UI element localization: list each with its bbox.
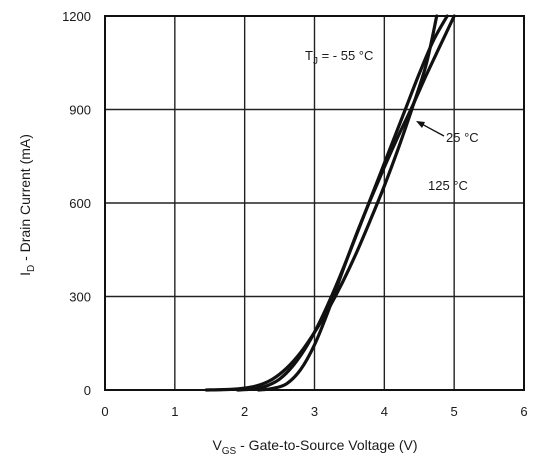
y-axis-label: ID - Drain Current (mA) <box>17 134 37 276</box>
x-axis-label: VGS - Gate-to-Source Voltage (V) <box>212 437 417 457</box>
series-layer <box>204 14 456 392</box>
y-tick-label: 1200 <box>62 9 91 24</box>
x-tick-label: 1 <box>171 404 178 419</box>
y-tick-label: 900 <box>69 103 91 118</box>
annotation-25c-arrowhead <box>416 121 425 128</box>
x-tick-label: 0 <box>101 404 108 419</box>
annotation-25c: 25 °C <box>446 130 479 145</box>
plot-frame <box>104 15 525 391</box>
y-tick-label: 600 <box>69 196 91 211</box>
x-tick-label: 5 <box>451 404 458 419</box>
x-tick-label: 3 <box>311 404 318 419</box>
series-line-125c <box>257 14 456 392</box>
annotation-tj-55: TJ = - 55 °C <box>305 48 373 67</box>
tick-labels: 0 1 2 3 4 5 6 0 300 600 900 1200 <box>62 9 528 419</box>
y-tick-label: 300 <box>69 290 91 305</box>
annotation-125c: 125 °C <box>428 178 468 193</box>
x-tick-label: 4 <box>381 404 388 419</box>
x-tick-label: 6 <box>520 404 527 419</box>
grid <box>105 16 524 390</box>
y-tick-label: 0 <box>84 383 91 398</box>
x-tick-label: 2 <box>241 404 248 419</box>
